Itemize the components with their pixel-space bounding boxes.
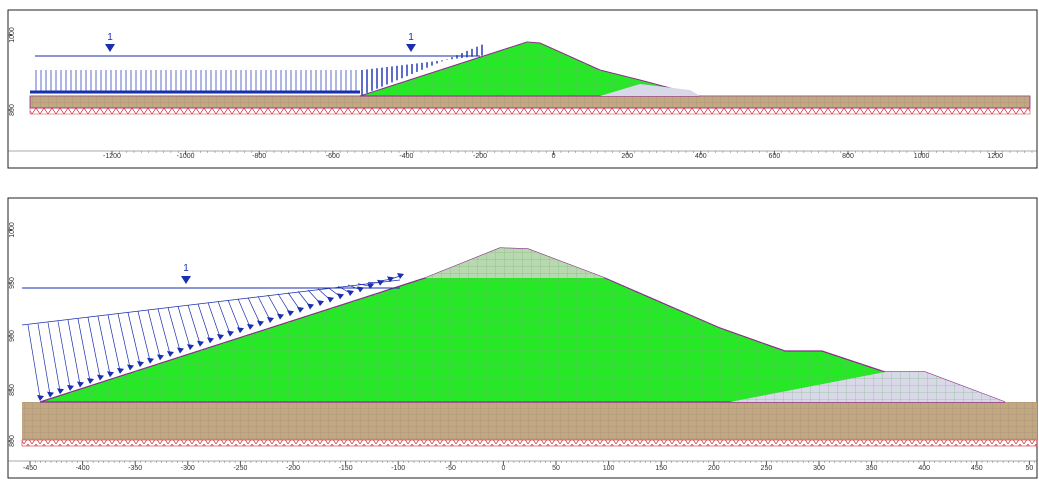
x-tick-label: 300 — [813, 465, 825, 472]
bedrock — [30, 108, 1030, 114]
x-tick-label: -1000 — [177, 153, 195, 160]
bedrock — [22, 440, 1037, 446]
x-tick-label: 200 — [621, 153, 633, 160]
x-tick-label: 1000 — [914, 153, 930, 160]
y-tick-label: 900 — [9, 330, 16, 342]
x-tick-label: 450 — [971, 465, 983, 472]
x-tick-label: -250 — [233, 465, 247, 472]
y-tick-label: 800 — [9, 104, 16, 116]
x-tick-label: 50 — [1026, 465, 1034, 472]
app-view: 1 1 1 -1200-1000-800-600-400-20002004006… — [0, 0, 1039, 482]
x-tick-label: -450 — [23, 465, 37, 472]
x-tick-label: -150 — [339, 465, 353, 472]
x-tick-label: -1200 — [103, 153, 121, 160]
x-tick-label: 50 — [552, 465, 560, 472]
x-tick-label: 1200 — [987, 153, 1003, 160]
x-tick-label: 0 — [552, 153, 556, 160]
foundation-mesh — [22, 402, 1037, 440]
x-tick-label: 0 — [501, 465, 505, 472]
x-tick-label: -400 — [76, 465, 90, 472]
x-tick-label: 250 — [761, 465, 773, 472]
x-tick-label: -300 — [181, 465, 195, 472]
foundation-mesh — [30, 96, 1030, 108]
y-tick-label: 1000 — [9, 27, 16, 43]
x-tick-label: 400 — [695, 153, 707, 160]
x-tick-label: 600 — [769, 153, 781, 160]
x-tick-label: -600 — [326, 153, 340, 160]
x-tick-label: -50 — [446, 465, 456, 472]
x-tick-label: -350 — [128, 465, 142, 472]
x-tick-label: 100 — [603, 465, 615, 472]
y-tick-label: 950 — [9, 277, 16, 289]
x-tick-label: 400 — [918, 465, 930, 472]
x-tick-label: 150 — [655, 465, 667, 472]
x-tick-label: -400 — [399, 153, 413, 160]
water-label: 1 — [107, 32, 113, 43]
x-tick-label: 200 — [708, 465, 720, 472]
x-tick-label: -100 — [391, 465, 405, 472]
x-tick-label: -200 — [473, 153, 487, 160]
y-tick-label: 850 — [9, 384, 16, 396]
bottom-panel: 1 — [8, 198, 1037, 478]
x-tick-label: -800 — [252, 153, 266, 160]
x-tick-label: 800 — [842, 153, 854, 160]
water-label: 1 — [183, 263, 189, 274]
top-panel: 1 1 — [8, 10, 1037, 168]
x-tick-label: -200 — [286, 465, 300, 472]
water-label: 1 — [408, 32, 414, 43]
y-tick-label: 1000 — [9, 222, 16, 238]
x-tick-label: 350 — [866, 465, 878, 472]
y-tick-label: 800 — [9, 435, 16, 447]
